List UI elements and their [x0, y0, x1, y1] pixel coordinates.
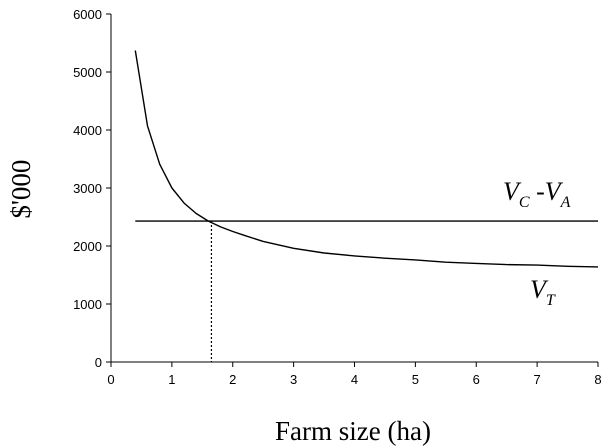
x-tick-label: 8	[594, 372, 601, 387]
y-tick-label: 6000	[73, 7, 102, 22]
y-tick-label: 0	[95, 355, 102, 370]
x-tick-label: 6	[473, 372, 480, 387]
vcva-sub1: C	[519, 194, 530, 211]
vcva-sep: -	[530, 177, 545, 206]
y-axis-title: $'000	[6, 160, 36, 219]
y-tick-label: 5000	[73, 65, 102, 80]
y-tick-label: 1000	[73, 297, 102, 312]
x-axis-title: Farm size (ha)	[275, 416, 431, 446]
vt-curve	[134, 50, 599, 268]
vcva-main2: V	[545, 177, 564, 206]
y-tick-label: 3000	[73, 181, 102, 196]
vc-minus-va-label: VC -VA	[503, 177, 571, 211]
y-tick-label: 2000	[73, 239, 102, 254]
vt-curve-label: VT	[530, 275, 556, 309]
x-tick-label: 3	[290, 372, 297, 387]
x-tick-label: 4	[351, 372, 358, 387]
x-tick-label: 1	[168, 372, 175, 387]
plot-lines	[134, 50, 599, 362]
vt-sub: T	[546, 292, 556, 309]
x-tick-label: 2	[229, 372, 236, 387]
x-tick-label: 0	[107, 372, 114, 387]
y-tick-label: 4000	[73, 123, 102, 138]
ticks: 0 1000 2000 3000 4000 5000 6000 0 1 2 3 4 5 6 7 8	[73, 7, 602, 387]
vcva-sub2: A	[560, 194, 571, 211]
x-tick-label: 7	[534, 372, 541, 387]
x-tick-label: 5	[412, 372, 419, 387]
axes	[110, 14, 598, 363]
vcva-main1: V	[503, 177, 522, 206]
vt-main: V	[530, 275, 549, 304]
